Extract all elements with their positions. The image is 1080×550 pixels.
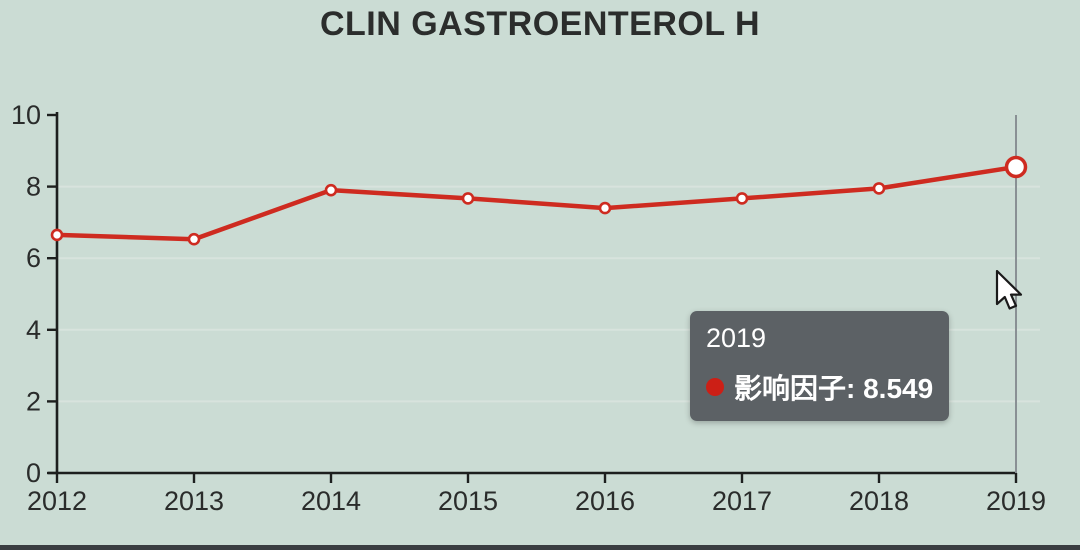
- x-tick-label: 2014: [301, 486, 361, 516]
- x-tick-label: 2013: [164, 486, 224, 516]
- tooltip-value: 影响因子: 8.549: [734, 373, 934, 404]
- x-tick-label: 2019: [986, 486, 1046, 516]
- mouse-cursor-icon: [995, 270, 1023, 310]
- data-point-marker[interactable]: [598, 201, 612, 215]
- y-tick-label: 4: [26, 315, 41, 345]
- data-point-marker[interactable]: [187, 232, 201, 246]
- chart-title: CLIN GASTROENTEROL H: [319, 5, 761, 43]
- y-tick-label: 6: [26, 243, 41, 273]
- y-tick-label: 8: [26, 172, 41, 202]
- tooltip-series-row: 影响因子: 8.549: [706, 367, 933, 407]
- series-line: [54, 164, 1019, 242]
- x-tick-label: 2015: [438, 486, 498, 516]
- x-tick-label: 2017: [712, 486, 772, 516]
- data-point-marker[interactable]: [872, 182, 886, 195]
- y-tick-label: 0: [26, 458, 41, 488]
- data-point-marker-active[interactable]: [1004, 155, 1028, 179]
- tooltip: 2019 影响因子: 8.549: [690, 311, 950, 421]
- data-point-marker[interactable]: [50, 228, 64, 242]
- data-point-marker[interactable]: [735, 192, 749, 205]
- series-dot-icon: [706, 378, 724, 396]
- y-tick-label: 2: [26, 386, 41, 416]
- tooltip-year: 2019: [706, 323, 767, 353]
- bottom-bar: [0, 545, 1080, 550]
- data-point-marker[interactable]: [461, 192, 475, 205]
- x-tick-label: 2016: [575, 486, 635, 516]
- x-tick-label: 2012: [27, 486, 87, 516]
- data-point-marker[interactable]: [324, 183, 338, 197]
- y-tick-label: 10: [11, 100, 41, 130]
- x-tick-label: 2018: [849, 486, 909, 516]
